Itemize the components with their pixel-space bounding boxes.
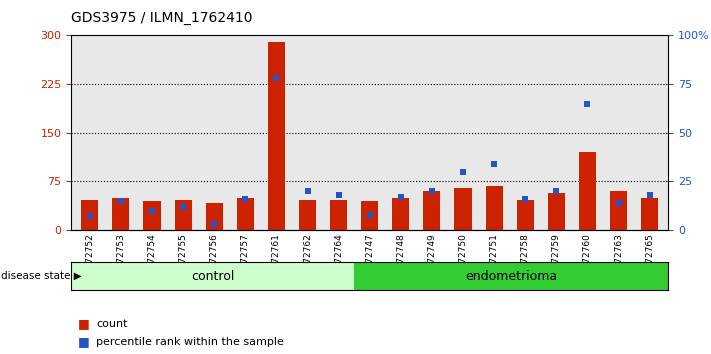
Text: endometrioma: endometrioma xyxy=(465,270,557,282)
Bar xyxy=(205,203,223,230)
Bar xyxy=(71,262,354,290)
Text: GDS3975 / ILMN_1762410: GDS3975 / ILMN_1762410 xyxy=(71,11,252,25)
Bar xyxy=(610,191,627,230)
Bar xyxy=(112,198,129,230)
Text: ■: ■ xyxy=(78,335,90,348)
Text: disease state ▶: disease state ▶ xyxy=(1,271,82,281)
Bar xyxy=(547,193,565,230)
Bar xyxy=(392,198,410,230)
Bar xyxy=(268,42,285,230)
Text: percentile rank within the sample: percentile rank within the sample xyxy=(96,337,284,347)
Bar xyxy=(486,186,503,230)
Bar xyxy=(81,200,98,230)
Text: count: count xyxy=(96,319,127,329)
Bar xyxy=(144,201,161,230)
Bar xyxy=(423,191,441,230)
Bar xyxy=(454,188,471,230)
Bar xyxy=(330,200,347,230)
Bar xyxy=(641,198,658,230)
Bar xyxy=(237,198,254,230)
Bar xyxy=(361,201,378,230)
Bar xyxy=(299,200,316,230)
Bar xyxy=(174,200,192,230)
Text: ■: ■ xyxy=(78,318,90,330)
Bar xyxy=(579,152,596,230)
Bar xyxy=(354,262,668,290)
Text: control: control xyxy=(191,270,235,282)
Bar xyxy=(517,200,534,230)
